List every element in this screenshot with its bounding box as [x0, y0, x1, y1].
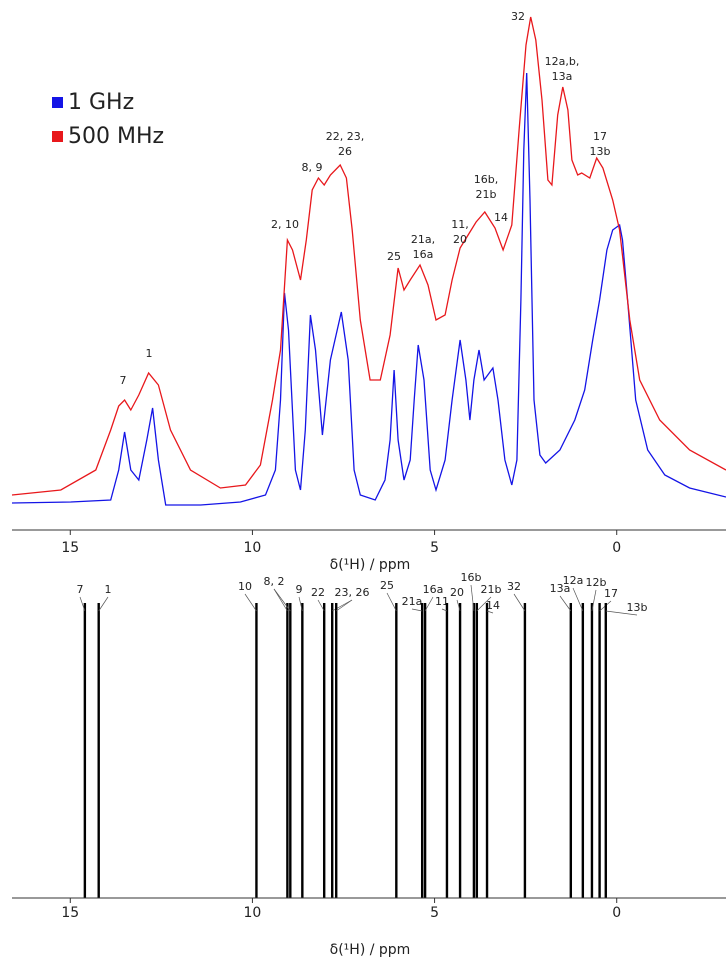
peak-label: 25	[380, 579, 394, 592]
legend-label: 500 MHz	[68, 124, 164, 149]
leader-line	[273, 588, 291, 612]
peak-label: 21b	[476, 188, 497, 201]
leader-line	[605, 610, 638, 616]
peak-label: 32	[511, 10, 525, 23]
peak-label: 22	[311, 586, 325, 599]
peak-label: 16b	[461, 571, 482, 584]
peak-label: 10	[238, 580, 252, 593]
peak-label: 13b	[590, 145, 611, 158]
leader-line	[298, 596, 303, 612]
x-tick-label: 10	[244, 540, 262, 556]
leader-line	[572, 587, 584, 612]
leader-line	[591, 589, 597, 612]
peak-label: 17	[593, 130, 607, 143]
peak-label: 2, 10	[271, 218, 299, 231]
x-tick-label: 15	[61, 905, 79, 921]
spectrum-line	[11, 72, 726, 506]
peak-label: 14	[494, 211, 508, 224]
peak-label: 20	[450, 586, 464, 599]
spectrum-line	[11, 16, 726, 496]
leader-line	[486, 610, 494, 614]
leader-line	[79, 596, 86, 612]
legend-swatch	[52, 131, 63, 142]
peak-label: 1	[146, 347, 153, 360]
peak-label: 14	[486, 599, 500, 612]
x-tick-label: 5	[430, 905, 439, 921]
peak-label: 13a	[552, 70, 573, 83]
peak-label: 7	[120, 374, 127, 387]
peak-label: 25	[387, 250, 401, 263]
peak-label: 23, 26	[335, 586, 370, 599]
peak-label: 16a	[413, 248, 434, 261]
peak-label: 16b,	[474, 173, 498, 186]
x-tick-label: 5	[430, 540, 439, 556]
x-tick-label: 0	[612, 540, 621, 556]
peak-label: 21a	[402, 595, 423, 608]
leader-line	[424, 596, 434, 612]
x-tick-label: 10	[244, 905, 262, 921]
peak-label: 1	[105, 583, 112, 596]
leader-line	[317, 599, 325, 612]
leader-line	[336, 599, 353, 612]
x-axis-title: δ(¹H) / ppm	[330, 557, 411, 573]
peak-label: 12a,b,	[545, 55, 580, 68]
leader-line	[559, 595, 572, 612]
leader-line	[98, 596, 109, 612]
peak-label: 8, 2	[264, 575, 285, 588]
peak-label: 16a	[423, 583, 444, 596]
peak-label: 22, 23,	[326, 130, 364, 143]
peak-label: 12a	[563, 574, 584, 587]
peak-label: 32	[507, 580, 521, 593]
leader-line	[470, 584, 475, 612]
peak-label: 11	[435, 595, 449, 608]
peak-label: 11,	[451, 218, 469, 231]
peak-label: 17	[604, 587, 618, 600]
peak-label: 26	[338, 145, 352, 158]
peak-label: 7	[77, 583, 84, 596]
x-tick-label: 0	[612, 905, 621, 921]
leader-line	[273, 588, 288, 612]
leader-line	[513, 593, 526, 612]
peak-label: 13a	[550, 582, 571, 595]
legend-label: 1 GHz	[68, 90, 134, 115]
peak-label: 21a,	[411, 233, 435, 246]
peak-label: 21b	[481, 583, 502, 596]
peak-label: 20	[453, 233, 467, 246]
leader-line	[386, 592, 397, 612]
leader-line	[476, 596, 492, 612]
peak-label: 9	[296, 583, 303, 596]
leader-line	[441, 608, 448, 612]
leader-line	[456, 599, 461, 612]
leader-line	[411, 608, 423, 612]
leader-line	[244, 593, 257, 612]
peak-label: 12b	[586, 576, 607, 589]
x-axis-title: δ(¹H) / ppm	[330, 942, 411, 958]
peak-label: 8, 9	[302, 161, 323, 174]
peak-label: 13b	[627, 601, 648, 614]
x-tick-label: 15	[61, 540, 79, 556]
legend-swatch	[52, 97, 63, 108]
